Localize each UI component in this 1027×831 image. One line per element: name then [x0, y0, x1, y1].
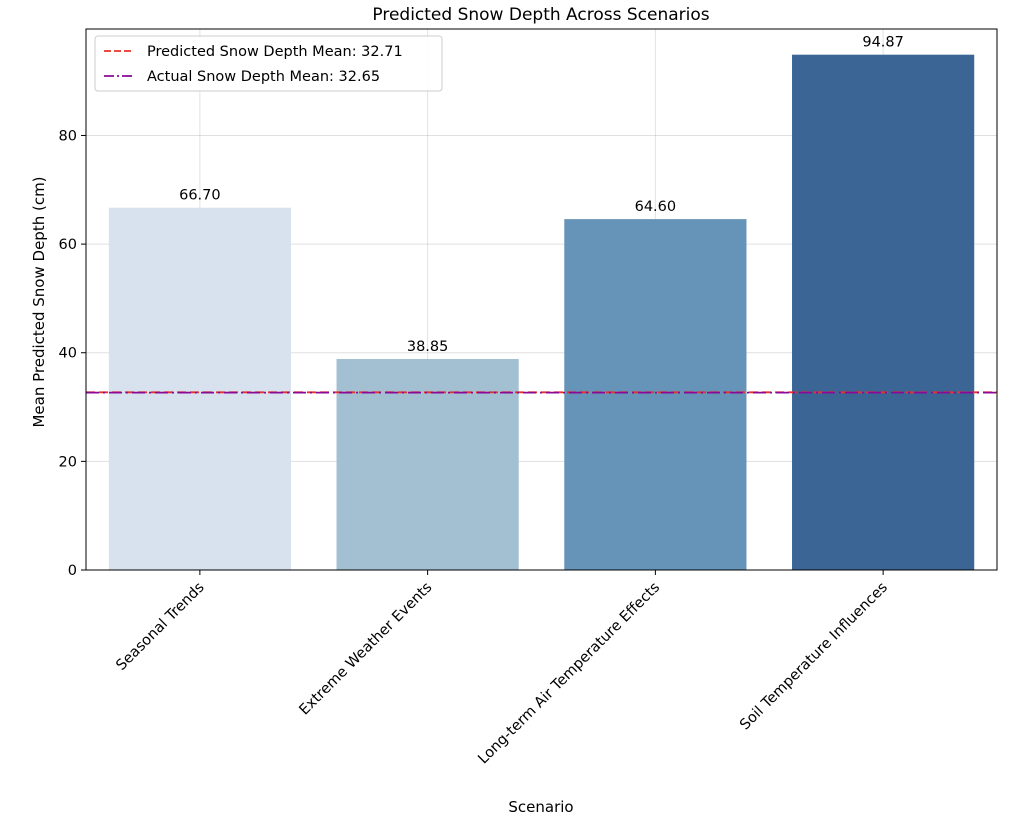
chart-title: Predicted Snow Depth Across Scenarios	[372, 5, 709, 25]
bar-value-label: 64.60	[635, 199, 677, 215]
y-tick-label: 40	[59, 346, 77, 362]
x-tick-label: Extreme Weather Events	[297, 580, 436, 719]
y-tick-label: 0	[68, 563, 77, 579]
legend: Predicted Snow Depth Mean: 32.71 Actual S…	[94, 35, 443, 92]
legend-box	[94, 35, 443, 92]
bars	[108, 54, 975, 571]
y-tick-label: 80	[59, 128, 77, 144]
bar	[336, 358, 519, 570]
legend-label: Actual Snow Depth Mean: 32.65	[147, 69, 380, 85]
bar	[108, 207, 291, 571]
legend-label: Predicted Snow Depth Mean: 32.71	[147, 44, 403, 60]
bar	[792, 54, 975, 570]
bar-value-label: 66.70	[179, 188, 221, 204]
y-axis-label: Mean Predicted Snow Depth (cm)	[30, 176, 48, 427]
y-tick-label: 60	[59, 237, 77, 253]
bar-value-label: 38.85	[407, 339, 449, 355]
bar-value-label: 94.87	[862, 35, 904, 51]
x-tick-label: Long-term Air Temperature Effects	[475, 580, 663, 768]
plot-frame	[85, 28, 998, 571]
x-axis: Seasonal Trends Extreme Weather Events Lon…	[113, 570, 891, 767]
x-axis-label: Scenario	[508, 798, 573, 816]
y-axis: 0 20 40 60 80	[59, 128, 86, 579]
x-tick-label: Seasonal Trends	[113, 580, 207, 674]
bar	[564, 219, 747, 570]
x-tick-label: Soil Temperature Influences	[737, 580, 891, 734]
y-tick-label: 20	[59, 454, 77, 470]
bar-value-labels: 66.70 38.85 64.60 94.87	[179, 35, 904, 355]
